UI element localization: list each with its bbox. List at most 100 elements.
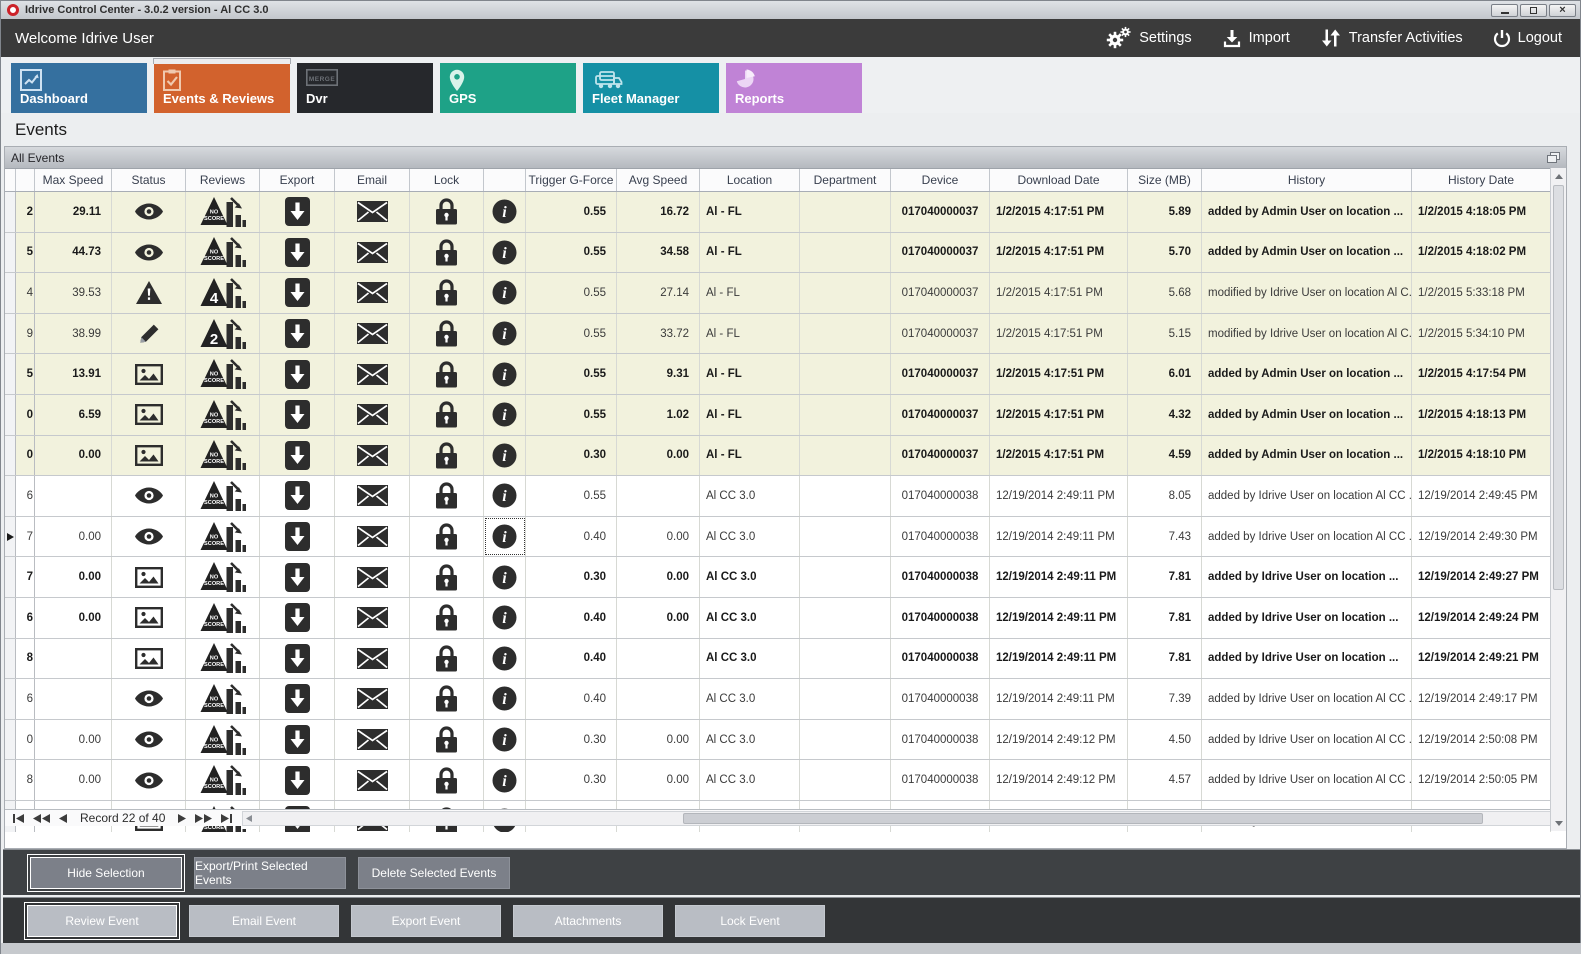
horizontal-scroll-thumb[interactable] [683,812,1484,824]
email-cell[interactable] [335,273,410,313]
lock-cell[interactable] [410,192,484,232]
info-cell[interactable]: i [484,597,526,638]
column-header-location[interactable]: Location [700,169,800,191]
settings-button[interactable]: Settings [1105,26,1192,50]
lock-cell[interactable] [410,435,484,476]
minimize-button[interactable] [1491,3,1518,17]
table-row[interactable]: 8 NO SCORE i 0.40 Al CC 3.0 017040000038 12/19/… [5,638,1551,680]
delete-selected-events-button[interactable]: Delete Selected Events [358,856,510,889]
tab-dvr[interactable]: MERGE Dvr [297,63,433,113]
info-cell[interactable]: i [484,679,526,719]
maximize-button[interactable] [1520,3,1547,17]
column-header-size-mb-[interactable]: Size (MB) [1128,169,1202,191]
info-cell[interactable]: i [484,516,526,557]
close-button[interactable]: × [1549,3,1576,17]
export-cell[interactable] [260,192,335,232]
lock-cell[interactable] [410,760,484,800]
info-cell[interactable]: i [484,313,526,354]
email-cell[interactable] [335,638,410,679]
table-row[interactable]: 7 0.00 NO SCORE i 0.40 0.00 Al CC 3.0 0170400000… [5,516,1551,558]
email-cell[interactable] [335,232,410,273]
export-cell[interactable] [260,516,335,557]
scroll-down-icon[interactable] [1551,815,1566,831]
prev-page-button[interactable] [33,813,50,823]
column-header-download-date[interactable]: Download Date [990,169,1128,191]
lock-cell[interactable] [410,638,484,679]
column-header-history-date[interactable]: History Date [1412,169,1551,191]
email-cell[interactable] [335,719,410,760]
lock-cell[interactable] [410,719,484,760]
lock-event-button[interactable]: Lock Event [675,904,825,937]
export-cell[interactable] [260,435,335,476]
transfer-activities-button[interactable]: Transfer Activities [1320,28,1463,48]
export-cell[interactable] [260,476,335,516]
tab-gps[interactable]: GPS [440,63,576,113]
info-cell[interactable]: i [484,232,526,273]
email-cell[interactable] [335,394,410,435]
column-header-max-speed[interactable]: Max Speed [35,169,112,191]
email-cell[interactable] [335,597,410,638]
lock-cell[interactable] [410,557,484,597]
export-cell[interactable] [260,719,335,760]
review-event-button[interactable]: Review Event [24,901,180,940]
last-record-button[interactable] [221,813,233,823]
info-cell[interactable]: i [484,273,526,313]
email-cell[interactable] [335,313,410,354]
email-cell[interactable] [335,557,410,597]
lock-cell[interactable] [410,394,484,435]
export-cell[interactable] [260,354,335,394]
attachments-button[interactable]: Attachments [513,904,663,937]
table-row[interactable]: 4 39.53 4 i 0.55 27.14 Al - FL 017040000037 1/2/… [5,273,1551,314]
hide-selection-button[interactable]: Hide Selection [27,853,185,892]
horizontal-scrollbar[interactable] [242,810,1564,826]
export-cell[interactable] [260,638,335,679]
next-page-button[interactable] [195,813,213,823]
table-row[interactable]: 2 29.11 NO SCORE i 0.55 16.72 Al - FL 0170400000… [5,192,1551,233]
column-header-history[interactable]: History [1202,169,1412,191]
email-cell[interactable] [335,476,410,516]
email-cell[interactable] [335,192,410,232]
info-cell[interactable]: i [484,719,526,760]
lock-cell[interactable] [410,476,484,516]
tab-events-reviews[interactable]: Events & Reviews [153,58,291,113]
table-row[interactable]: 6 0.00 NO SCORE i 0.40 0.00 Al CC 3.0 0170400000… [5,597,1551,639]
email-cell[interactable] [335,354,410,394]
logout-button[interactable]: Logout [1493,29,1562,48]
info-cell[interactable]: i [484,192,526,232]
lock-cell[interactable] [410,516,484,557]
column-header-department[interactable]: Department [800,169,891,191]
export-event-button[interactable]: Export Event [351,904,501,937]
column-header-trigger-g-force[interactable]: Trigger G-Force [526,169,617,191]
export-cell[interactable] [260,760,335,800]
email-event-button[interactable]: Email Event [189,904,339,937]
first-record-button[interactable] [13,813,24,823]
panel-restore-icon[interactable] [1547,152,1560,163]
table-row[interactable]: 7 0.00 NO SCORE i 0.30 0.00 Al CC 3.0 0170400000… [5,557,1551,598]
column-header-export[interactable]: Export [260,169,335,191]
table-row[interactable]: 6 NO SCORE i 0.40 Al CC 3.0 017040000038 12/19/… [5,679,1551,720]
column-header-lock[interactable]: Lock [410,169,484,191]
import-button[interactable]: Import [1222,28,1290,48]
table-row[interactable]: 5 44.73 NO SCORE i 0.55 34.58 Al - FL 0170400000… [5,232,1551,274]
lock-cell[interactable] [410,354,484,394]
lock-cell[interactable] [410,232,484,273]
column-header-email[interactable]: Email [335,169,410,191]
scroll-up-icon[interactable] [1551,168,1566,184]
lock-cell[interactable] [410,597,484,638]
tab-fleet-manager[interactable]: Fleet Manager [583,63,719,113]
info-cell[interactable]: i [484,760,526,800]
export-cell[interactable] [260,679,335,719]
next-record-button[interactable] [178,813,187,823]
email-cell[interactable] [335,679,410,719]
export-cell[interactable] [260,557,335,597]
export-cell[interactable] [260,313,335,354]
table-row[interactable]: 0 6.59 NO SCORE i 0.55 1.02 Al - FL 017040000037… [5,394,1551,436]
lock-cell[interactable] [410,313,484,354]
export-cell[interactable] [260,273,335,313]
table-row[interactable]: 8 0.00 NO SCORE i 0.30 0.00 Al CC 3.0 0170400000… [5,760,1551,801]
table-row[interactable]: 5 13.91 NO SCORE i 0.55 9.31 Al - FL 01704000003… [5,354,1551,395]
info-cell[interactable]: i [484,435,526,476]
export-print-selected-events-button[interactable]: Export/Print Selected Events [194,856,346,889]
info-cell[interactable]: i [484,557,526,597]
